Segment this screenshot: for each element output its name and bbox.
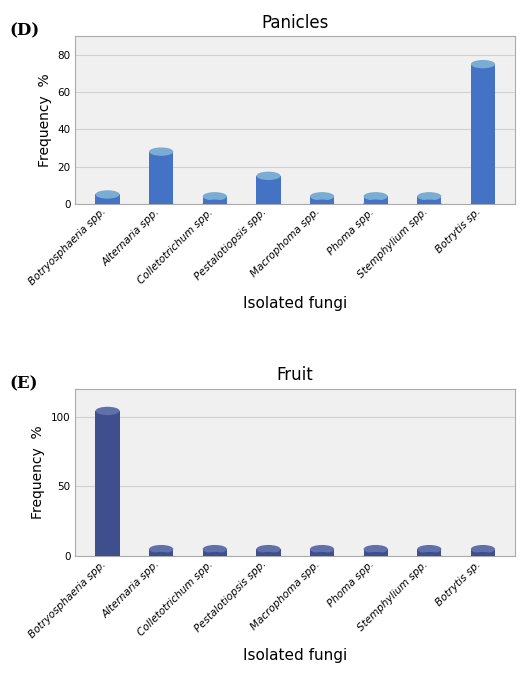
Ellipse shape (471, 200, 495, 208)
Bar (96, 411, 120, 556)
Ellipse shape (471, 60, 495, 68)
Ellipse shape (96, 190, 120, 198)
Ellipse shape (257, 552, 280, 561)
Ellipse shape (257, 200, 280, 208)
Ellipse shape (471, 552, 495, 561)
Bar (149, 152, 174, 204)
Text: (D): (D) (10, 23, 40, 40)
Bar (257, 176, 280, 204)
Ellipse shape (310, 200, 334, 208)
Ellipse shape (310, 192, 334, 200)
Ellipse shape (257, 545, 280, 553)
Ellipse shape (203, 552, 227, 561)
Ellipse shape (417, 200, 441, 208)
Ellipse shape (363, 552, 388, 561)
Ellipse shape (203, 200, 227, 208)
Ellipse shape (257, 172, 280, 180)
Ellipse shape (363, 545, 388, 553)
Ellipse shape (149, 545, 174, 553)
Bar (417, 549, 441, 556)
Bar (203, 549, 227, 556)
Bar (310, 549, 334, 556)
Bar (363, 549, 388, 556)
Ellipse shape (203, 545, 227, 553)
Ellipse shape (96, 552, 120, 561)
Ellipse shape (363, 200, 388, 208)
Ellipse shape (471, 545, 495, 553)
Bar (417, 196, 441, 204)
X-axis label: Isolated fungi: Isolated fungi (243, 296, 348, 311)
Ellipse shape (417, 192, 441, 200)
X-axis label: Isolated fungi: Isolated fungi (243, 648, 348, 663)
Bar (310, 196, 334, 204)
Title: Fruit: Fruit (277, 366, 314, 385)
Ellipse shape (149, 148, 174, 156)
Y-axis label: Frequency  %: Frequency % (38, 73, 52, 167)
Ellipse shape (310, 545, 334, 553)
Text: (E): (E) (10, 375, 38, 392)
Ellipse shape (149, 552, 174, 561)
Bar (257, 549, 280, 556)
Ellipse shape (149, 200, 174, 208)
Ellipse shape (96, 200, 120, 208)
Bar (471, 549, 495, 556)
Ellipse shape (363, 192, 388, 200)
Bar (203, 196, 227, 204)
Ellipse shape (417, 552, 441, 561)
Bar (96, 194, 120, 204)
Y-axis label: Frequency  %: Frequency % (31, 426, 45, 519)
Ellipse shape (310, 552, 334, 561)
Bar (149, 549, 174, 556)
Bar (471, 64, 495, 204)
Title: Panicles: Panicles (261, 14, 329, 32)
Ellipse shape (96, 407, 120, 415)
Ellipse shape (203, 192, 227, 200)
Bar (363, 196, 388, 204)
Ellipse shape (417, 545, 441, 553)
